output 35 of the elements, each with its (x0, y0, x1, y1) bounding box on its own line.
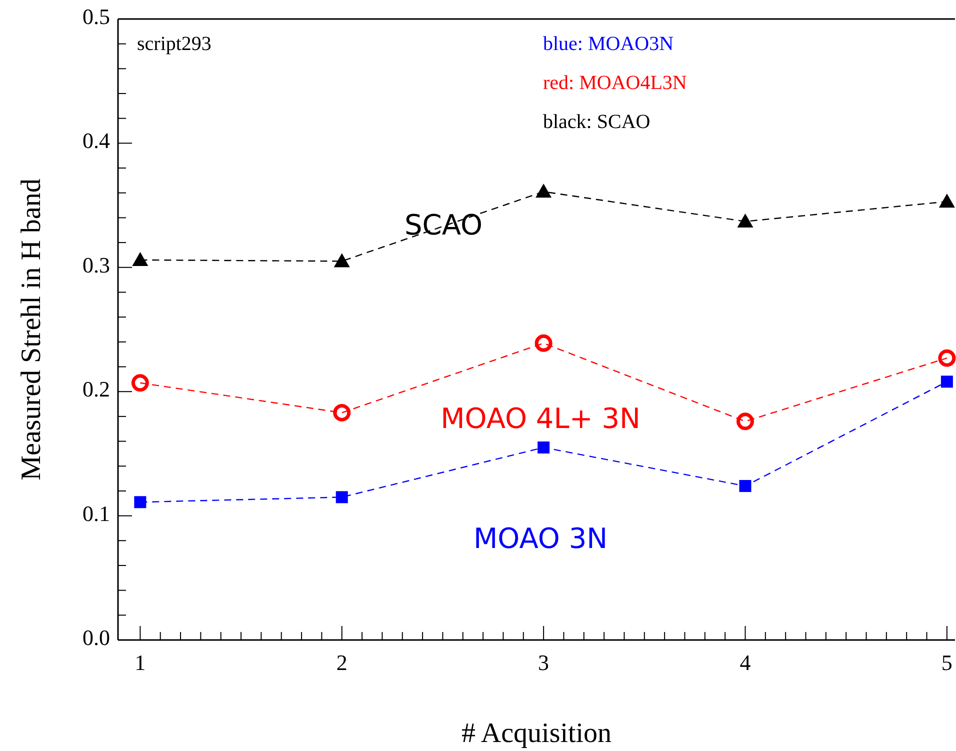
annotation: blue: MOAO3N (543, 33, 674, 55)
series-label: SCAO (404, 208, 483, 242)
point (938, 349, 956, 367)
annotation: black: SCAO (543, 111, 650, 133)
y-tick-label: 0.2 (82, 376, 110, 402)
annotation: script293 (137, 33, 212, 55)
x-tick-label: 5 (941, 650, 952, 675)
point (940, 376, 953, 388)
point (739, 480, 752, 492)
point (334, 253, 350, 268)
y-tick-label: 0.3 (82, 252, 110, 278)
point (132, 252, 148, 266)
x-tick-label: 4 (740, 650, 751, 675)
point (336, 491, 348, 504)
y-axis-title: Measured Strehl in H band (16, 178, 47, 480)
point (737, 213, 754, 228)
point (938, 194, 955, 208)
series-label: MOAO 4L+ 3N (440, 402, 640, 435)
x-tick-label: 2 (336, 650, 348, 675)
point (333, 404, 351, 422)
y-tick-label: 0.4 (82, 128, 110, 154)
point (536, 184, 552, 198)
x-tick-label: 3 (538, 650, 550, 675)
y-tick-label: 0.5 (82, 4, 110, 30)
point (538, 441, 550, 454)
series-label: MOAO 3N (474, 522, 608, 556)
y-tick-label: 0.0 (82, 625, 110, 650)
x-tick-label: 1 (134, 650, 146, 675)
point (134, 496, 146, 508)
point (736, 412, 754, 430)
annotation: red: MOAO4L3N (543, 72, 687, 94)
x-axis-title: # Acquisition (461, 718, 612, 749)
point (534, 334, 552, 352)
y-tick-label: 0.1 (82, 500, 110, 526)
point (131, 374, 149, 392)
